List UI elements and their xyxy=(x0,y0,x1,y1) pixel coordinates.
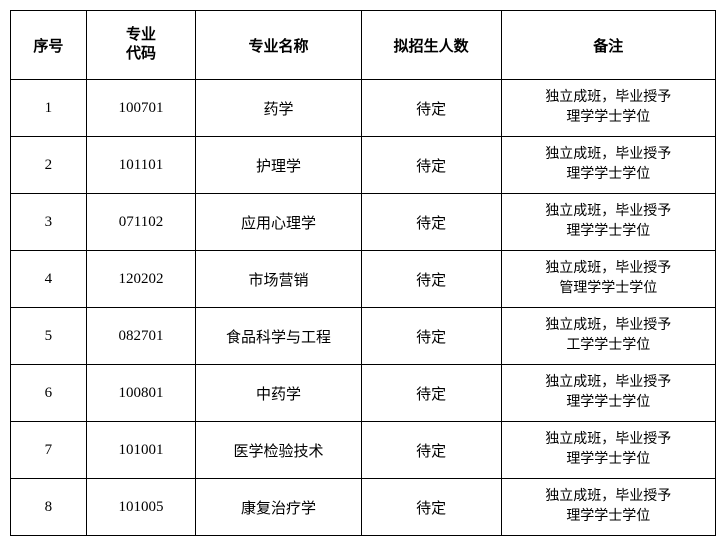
cell-enroll: 待定 xyxy=(361,308,501,365)
remark-line1: 独立成班，毕业授予 xyxy=(545,90,671,105)
table-row: 8 101005 康复治疗学 待定 独立成班，毕业授予理学学士学位 xyxy=(11,479,716,536)
cell-name: 食品科学与工程 xyxy=(196,308,361,365)
remark-line1: 独立成班，毕业授予 xyxy=(545,147,671,162)
table-body: 1 100701 药学 待定 独立成班，毕业授予理学学士学位 2 101101 … xyxy=(11,80,716,536)
cell-name: 市场营销 xyxy=(196,251,361,308)
cell-name: 护理学 xyxy=(196,137,361,194)
cell-seq: 4 xyxy=(11,251,87,308)
cell-name: 医学检验技术 xyxy=(196,422,361,479)
cell-code: 100701 xyxy=(86,80,196,137)
header-code: 专业 代码 xyxy=(86,11,196,80)
cell-remark: 独立成班，毕业授予管理学学士学位 xyxy=(501,251,715,308)
cell-enroll: 待定 xyxy=(361,194,501,251)
remark-line1: 独立成班，毕业授予 xyxy=(545,432,671,447)
majors-table: 序号 专业 代码 专业名称 拟招生人数 备注 1 100701 药学 待定 独立… xyxy=(10,10,716,536)
remark-line2: 理学学士学位 xyxy=(566,395,650,410)
cell-remark: 独立成班，毕业授予理学学士学位 xyxy=(501,479,715,536)
table-row: 7 101001 医学检验技术 待定 独立成班，毕业授予理学学士学位 xyxy=(11,422,716,479)
remark-line2: 理学学士学位 xyxy=(566,167,650,182)
remark-line1: 独立成班，毕业授予 xyxy=(545,318,671,333)
cell-enroll: 待定 xyxy=(361,80,501,137)
header-remark: 备注 xyxy=(501,11,715,80)
cell-seq: 2 xyxy=(11,137,87,194)
cell-seq: 3 xyxy=(11,194,87,251)
cell-code: 100801 xyxy=(86,365,196,422)
header-name: 专业名称 xyxy=(196,11,361,80)
table-header-row: 序号 专业 代码 专业名称 拟招生人数 备注 xyxy=(11,11,716,80)
cell-name: 中药学 xyxy=(196,365,361,422)
cell-seq: 8 xyxy=(11,479,87,536)
cell-remark: 独立成班，毕业授予理学学士学位 xyxy=(501,422,715,479)
table-row: 3 071102 应用心理学 待定 独立成班，毕业授予理学学士学位 xyxy=(11,194,716,251)
cell-enroll: 待定 xyxy=(361,251,501,308)
table-row: 4 120202 市场营销 待定 独立成班，毕业授予管理学学士学位 xyxy=(11,251,716,308)
table-row: 6 100801 中药学 待定 独立成班，毕业授予理学学士学位 xyxy=(11,365,716,422)
remark-line2: 管理学学士学位 xyxy=(559,281,657,296)
cell-enroll: 待定 xyxy=(361,365,501,422)
cell-code: 071102 xyxy=(86,194,196,251)
cell-seq: 5 xyxy=(11,308,87,365)
cell-code: 120202 xyxy=(86,251,196,308)
cell-name: 康复治疗学 xyxy=(196,479,361,536)
table-row: 2 101101 护理学 待定 独立成班，毕业授予理学学士学位 xyxy=(11,137,716,194)
cell-enroll: 待定 xyxy=(361,479,501,536)
cell-code: 101005 xyxy=(86,479,196,536)
remark-line2: 理学学士学位 xyxy=(566,452,650,467)
cell-enroll: 待定 xyxy=(361,422,501,479)
remark-line2: 工学学士学位 xyxy=(566,338,650,353)
remark-line1: 独立成班，毕业授予 xyxy=(545,489,671,504)
cell-remark: 独立成班，毕业授予理学学士学位 xyxy=(501,137,715,194)
cell-remark: 独立成班，毕业授予理学学士学位 xyxy=(501,194,715,251)
header-seq: 序号 xyxy=(11,11,87,80)
remark-line2: 理学学士学位 xyxy=(566,509,650,524)
remark-line1: 独立成班，毕业授予 xyxy=(545,375,671,390)
cell-seq: 7 xyxy=(11,422,87,479)
header-enroll: 拟招生人数 xyxy=(361,11,501,80)
table-row: 1 100701 药学 待定 独立成班，毕业授予理学学士学位 xyxy=(11,80,716,137)
cell-seq: 6 xyxy=(11,365,87,422)
remark-line1: 独立成班，毕业授予 xyxy=(545,261,671,276)
table-row: 5 082701 食品科学与工程 待定 独立成班，毕业授予工学学士学位 xyxy=(11,308,716,365)
cell-code: 101101 xyxy=(86,137,196,194)
remark-line2: 理学学士学位 xyxy=(566,110,650,125)
cell-code: 101001 xyxy=(86,422,196,479)
cell-code: 082701 xyxy=(86,308,196,365)
cell-seq: 1 xyxy=(11,80,87,137)
cell-remark: 独立成班，毕业授予理学学士学位 xyxy=(501,365,715,422)
cell-name: 应用心理学 xyxy=(196,194,361,251)
remark-line2: 理学学士学位 xyxy=(566,224,650,239)
remark-line1: 独立成班，毕业授予 xyxy=(545,204,671,219)
cell-name: 药学 xyxy=(196,80,361,137)
cell-enroll: 待定 xyxy=(361,137,501,194)
cell-remark: 独立成班，毕业授予工学学士学位 xyxy=(501,308,715,365)
cell-remark: 独立成班，毕业授予理学学士学位 xyxy=(501,80,715,137)
